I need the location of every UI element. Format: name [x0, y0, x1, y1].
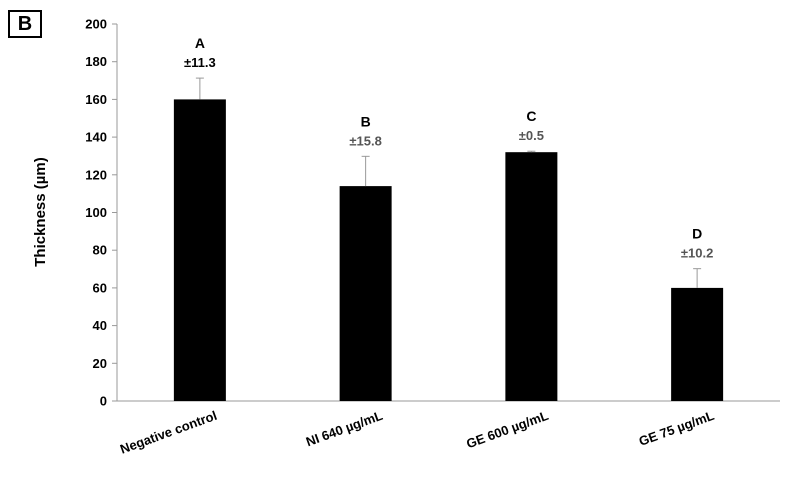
significance-letter: D [692, 226, 702, 242]
significance-letter: A [195, 35, 205, 51]
bars [173, 99, 724, 402]
bar [505, 152, 558, 401]
bar [671, 287, 724, 401]
y-axis-title: Thickness (µm) [32, 157, 49, 267]
y-tick-label: 140 [85, 130, 107, 145]
y-tick-label: 20 [93, 356, 107, 371]
panel-label: B [8, 10, 42, 38]
sd-label: ±10.2 [681, 246, 713, 261]
x-tick-label: GE 600 µg/mL [464, 408, 550, 452]
y-tick-label: 180 [85, 54, 107, 69]
x-tick-label: Negative control [118, 408, 219, 457]
bar [339, 186, 392, 401]
y-tick-label: 120 [85, 167, 107, 182]
x-tick-label: NI 640 µg/mL [304, 408, 385, 450]
y-axis-ticks: 0 20 40 60 80 100 120 140 160 180 200 [85, 17, 117, 409]
y-tick-label: 100 [85, 205, 107, 220]
y-tick-label: 80 [93, 243, 107, 258]
x-axis-labels: Negative control NI 640 µg/mL GE 600 µg/mL… [118, 408, 716, 457]
y-tick-label: 40 [93, 318, 107, 333]
sd-label: ±11.3 [184, 55, 216, 70]
sd-label: ±15.8 [349, 133, 381, 148]
y-tick-label: 0 [100, 394, 107, 409]
significance-letter: B [361, 113, 371, 129]
significance-letter: C [526, 108, 536, 124]
y-tick-label: 160 [85, 92, 107, 107]
sd-label: ±0.5 [519, 128, 544, 143]
bar-annotations: ±11.3 A ±15.8 B ±0.5 C ±10.2 D [184, 35, 713, 261]
bar [173, 99, 226, 402]
error-bars [195, 77, 702, 288]
y-tick-label: 60 [93, 280, 107, 295]
y-tick-label: 200 [85, 17, 107, 32]
x-tick-label: GE 75 µg/mL [637, 408, 716, 449]
